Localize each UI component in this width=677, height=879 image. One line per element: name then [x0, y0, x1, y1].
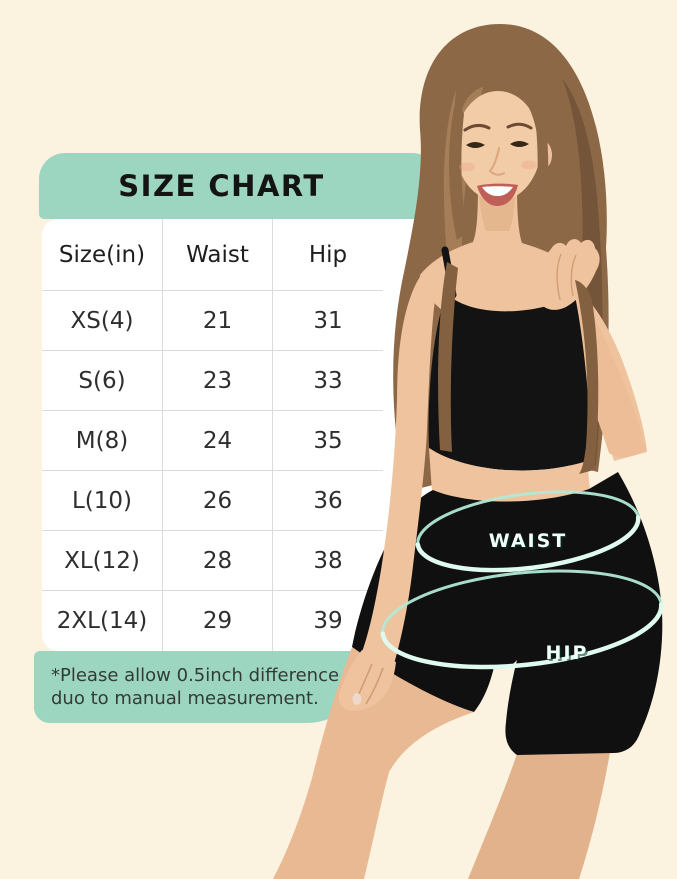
eye [466, 141, 529, 148]
face [448, 45, 552, 240]
hair-front-strands [438, 262, 599, 474]
hip-measure-arc: HIP HIP [380, 569, 664, 670]
table-cell: 23 [163, 351, 273, 411]
eyebrow [463, 122, 533, 132]
table-cell: 24 [163, 411, 273, 471]
table-cell: 28 [163, 531, 273, 591]
table-cell: XL(12) [42, 531, 163, 591]
blush [521, 160, 537, 170]
blush [459, 162, 475, 172]
footnote-line: *Please allow 0.5inch difference [51, 665, 340, 686]
hip-label-shadow: HIP [548, 644, 591, 666]
waist-label-shadow: WAIST [491, 532, 570, 554]
column-header-size: Size(in) [42, 219, 163, 291]
table-cell: 38 [273, 531, 383, 591]
teeth [482, 186, 513, 196]
table-cell: 2XL(14) [42, 591, 163, 651]
table-cell: 21 [163, 291, 273, 351]
footnote-line: duo to manual measurement. [51, 688, 319, 709]
table-cell: S(6) [42, 351, 163, 411]
table-cell: XS(4) [42, 291, 163, 351]
hip-label: HIP [546, 642, 589, 664]
hair-fringe [448, 100, 468, 240]
table-cell: L(10) [42, 471, 163, 531]
front-leg [273, 647, 474, 879]
hanging-arm [338, 272, 435, 711]
column-header-hip: Hip [273, 219, 383, 291]
table-cell: 31 [273, 291, 383, 351]
table-cell: M(8) [42, 411, 163, 471]
table-cell: 29 [163, 591, 273, 651]
back-leg [468, 734, 611, 879]
table-cell: 33 [273, 351, 383, 411]
fingernail [352, 693, 362, 705]
table-cell: 26 [163, 471, 273, 531]
waist-label: WAIST [489, 530, 568, 552]
size-chart-footnote: *Please allow 0.5inch difference duo to … [34, 651, 372, 723]
page-title: SIZE CHART [118, 169, 325, 203]
table-cell: 36 [273, 471, 383, 531]
waist-measure-arc: WAIST WAIST [415, 490, 641, 573]
hair-fringe [532, 104, 549, 236]
biker-shorts [352, 472, 663, 755]
column-header-waist: Waist [163, 219, 273, 291]
table-cell: 35 [273, 411, 383, 471]
size-table: Size(in) Waist Hip XS(4) 21 31 S(6) 23 3… [42, 219, 383, 651]
midriff [429, 448, 590, 502]
hair-fringe [454, 45, 546, 140]
size-chart-header: SIZE CHART [39, 153, 438, 219]
nose [488, 147, 505, 176]
table-cell: 39 [313, 608, 343, 634]
